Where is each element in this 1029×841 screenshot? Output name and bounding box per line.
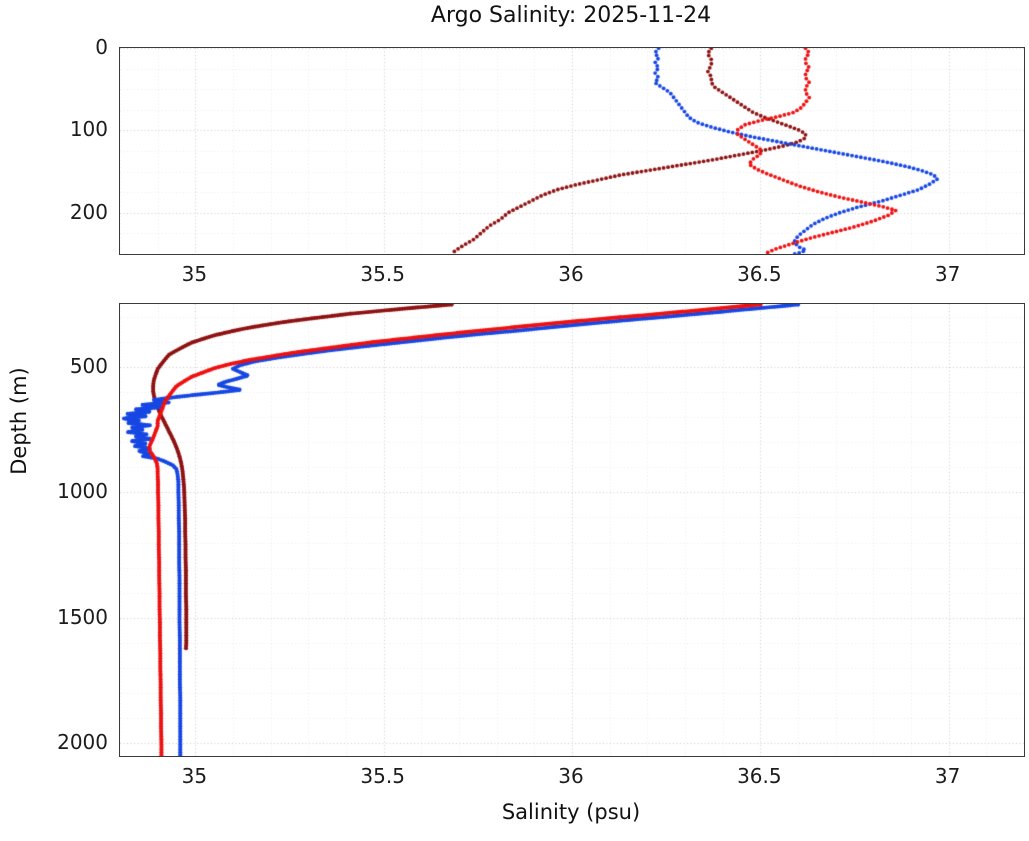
lower-deep-panel (119, 303, 1025, 757)
x-tick-label: 37 (934, 262, 961, 286)
upper-shallow-panel (119, 47, 1025, 255)
x-tick-label: 37 (934, 764, 961, 788)
x-tick-label: 36 (558, 262, 584, 286)
lower-panel-plot-area (120, 304, 1024, 756)
upper-panel-plot-area (120, 48, 1024, 254)
x-tick-label: 35 (181, 764, 208, 788)
y-tick-label: 2000 (57, 730, 108, 755)
y-tick-label: 1000 (57, 479, 108, 504)
y-tick-label: 0 (95, 35, 108, 59)
y-tick-label: 500 (69, 353, 108, 378)
x-tick-label: 35.5 (360, 764, 405, 788)
x-tick-label: 35.5 (360, 262, 405, 286)
y-tick-label: 1500 (57, 604, 108, 629)
y-tick-label: 100 (69, 117, 108, 142)
x-axis-label: Salinity (psu) (501, 800, 641, 824)
y-tick-label: 200 (69, 199, 108, 224)
x-tick-label: 36.5 (737, 262, 782, 286)
x-tick-label: 35 (181, 262, 208, 286)
chart-title: Argo Salinity: 2025-11-24 (430, 3, 712, 28)
x-tick-label: 36.5 (737, 764, 782, 788)
x-tick-label: 36 (558, 764, 584, 788)
